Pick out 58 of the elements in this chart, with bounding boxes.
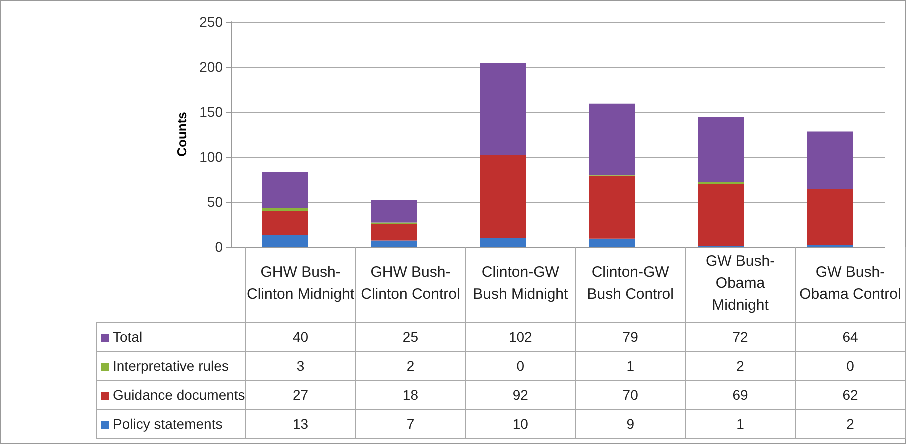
data-label: 13 (246, 409, 356, 438)
bar (590, 238, 636, 247)
y-tick-label: 0 (215, 239, 224, 255)
bar (262, 208, 308, 211)
x-tick-label: Clinton-GW Bush Midnight (466, 247, 576, 322)
legend-label: Interpretative rules (96, 351, 246, 380)
x-tick-label: GHW Bush-Clinton Control (356, 247, 466, 322)
bar (808, 189, 854, 246)
bar (262, 235, 308, 247)
y-tick-label: 100 (200, 149, 224, 165)
x-tick-label: GW Bush-Obama Midnight (686, 247, 796, 322)
data-label: 2 (686, 351, 796, 380)
data-label: 70 (576, 380, 686, 409)
bar (262, 172, 308, 208)
data-label: 7 (356, 409, 466, 438)
legend-label: Guidance documents (96, 380, 246, 409)
data-label: 79 (576, 322, 686, 351)
data-label: 2 (356, 351, 466, 380)
y-axis-title: Counts (174, 112, 190, 157)
data-label: 62 (796, 380, 906, 409)
data-label: 3 (246, 351, 356, 380)
data-label: 2 (796, 409, 906, 438)
legend-label: Total (96, 322, 246, 351)
bar (698, 184, 744, 246)
data-label: 1 (686, 409, 796, 438)
data-label: 92 (466, 380, 576, 409)
data-label: 0 (796, 351, 906, 380)
data-label: 27 (246, 380, 356, 409)
y-tick-label: 50 (207, 194, 224, 210)
data-label: 69 (686, 380, 796, 409)
bar (698, 117, 744, 182)
bar (372, 224, 418, 241)
data-label: 25 (356, 322, 466, 351)
bar (480, 63, 526, 156)
data-label: 1 (576, 351, 686, 380)
y-tick-label: 200 (200, 59, 224, 75)
y-tick-label: 150 (200, 104, 224, 120)
bar (480, 155, 526, 238)
data-label: 64 (796, 322, 906, 351)
bar (590, 104, 636, 175)
x-tick-label: GW Bush-Obama Control (796, 247, 906, 322)
bar (372, 240, 418, 247)
data-label: 9 (576, 409, 686, 438)
data-label: 0 (466, 351, 576, 380)
y-tick-label: 250 (200, 14, 224, 30)
data-label: 10 (466, 409, 576, 438)
bar (590, 176, 636, 239)
data-label: 40 (246, 322, 356, 351)
x-tick-label: GHW Bush-Clinton Midnight (246, 247, 356, 322)
bar (262, 211, 308, 236)
data-label: 102 (466, 322, 576, 351)
data-label: 18 (356, 380, 466, 409)
legend-label: Policy statements (96, 409, 246, 438)
data-label: 72 (686, 322, 796, 351)
bar (372, 200, 418, 223)
bar (480, 238, 526, 247)
bar (808, 132, 854, 190)
x-tick-label: Clinton-GW Bush Control (576, 247, 686, 322)
